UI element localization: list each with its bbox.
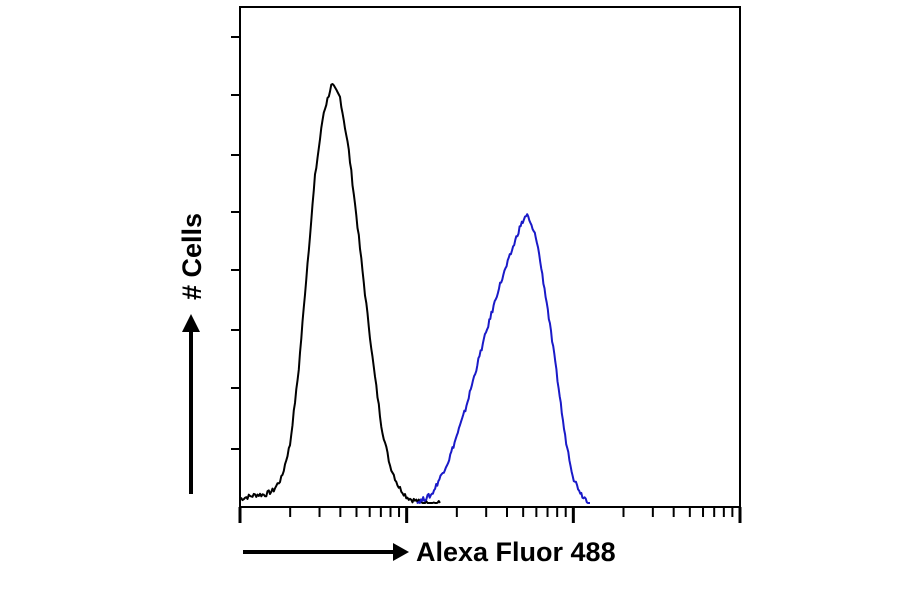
y-axis-ticks <box>231 36 240 450</box>
plot-frame <box>239 6 741 508</box>
histogram-series <box>239 83 590 504</box>
x-axis-label: Alexa Fluor 488 <box>416 537 616 567</box>
x-axis-arrow <box>243 543 409 561</box>
y-axis-arrow <box>182 314 200 494</box>
y-axis-label: # Cells <box>177 213 207 300</box>
series-line-0 <box>239 83 441 504</box>
series-line-1 <box>416 213 590 504</box>
x-axis-ticks <box>238 507 742 523</box>
